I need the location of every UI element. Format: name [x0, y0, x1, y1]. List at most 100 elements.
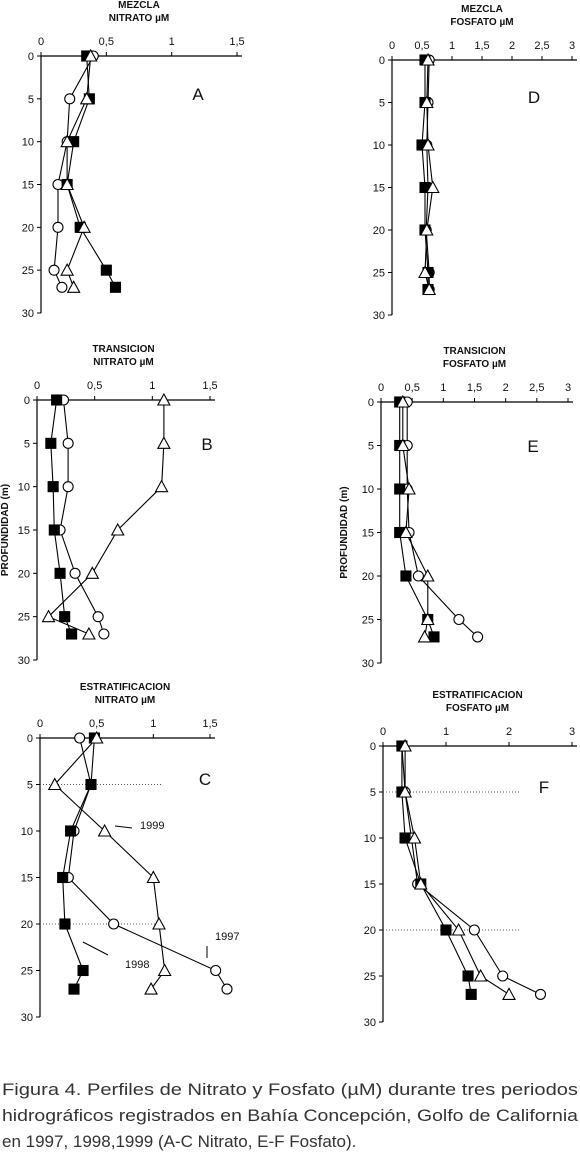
x-tick-label: 1: [443, 726, 449, 738]
marker-square: [66, 628, 78, 640]
marker-circle: [62, 481, 74, 493]
panel-letter: B: [201, 435, 212, 454]
y-tick-label: 20: [364, 925, 376, 937]
panel-title: FOSFATO µM: [446, 703, 509, 714]
marker-triangle: [85, 566, 100, 579]
y-tick-label: 20: [373, 225, 385, 237]
marker-triangle: [421, 52, 435, 66]
marker-square: [400, 570, 412, 582]
marker-triangle: [110, 522, 125, 536]
y-tick-label: 20: [18, 568, 30, 580]
marker-circle: [210, 964, 222, 977]
x-tick-label: 0,5: [99, 36, 114, 48]
x-tick-label: 2: [509, 40, 515, 52]
marker-circle: [98, 628, 110, 640]
profile-line: [53, 737, 166, 990]
x-tick-label: 1,5: [202, 718, 217, 730]
profile-line: [424, 59, 434, 290]
caption-line: en 1997, 1998,1999 (A-C Nitrato, E-F Fos…: [2, 1132, 356, 1151]
marker-circle: [412, 570, 424, 582]
y-tick-label: 5: [370, 787, 376, 799]
x-tick-label: 1,5: [467, 382, 482, 394]
marker-triangle: [41, 609, 56, 623]
y-tick-label: 15: [21, 873, 33, 885]
marker-triangle: [502, 987, 516, 1000]
panel-title: TRANSICION: [443, 346, 505, 357]
marker-triangle: [83, 48, 98, 62]
marker-triangle: [399, 525, 413, 539]
marker-triangle: [422, 282, 437, 296]
marker-circle: [62, 437, 74, 449]
panel-title: MEZCLA: [118, 0, 160, 11]
y-tick-label: 5: [28, 94, 34, 106]
panel-title: NITRATO µM: [95, 695, 155, 706]
profile-line: [401, 746, 472, 995]
marker-triangle: [47, 777, 62, 791]
y-tick-label: 25: [362, 615, 374, 627]
marker-square: [394, 483, 406, 495]
x-tick-label: 0: [380, 726, 386, 738]
y-tick-label: 15: [362, 528, 374, 540]
x-tick-label: 1,5: [202, 380, 217, 392]
y-tick-label: 15: [364, 879, 376, 891]
panel-letter: A: [192, 85, 204, 104]
marker-square: [462, 970, 474, 982]
y-tick-label: 25: [18, 612, 30, 624]
marker-triangle: [66, 280, 81, 293]
y-tick-label: 25: [373, 268, 385, 280]
x-tick-label: 0: [38, 36, 44, 48]
marker-square: [68, 983, 80, 995]
marker-triangle: [79, 91, 94, 105]
marker-triangle: [146, 870, 161, 884]
y-tick-label: 30: [364, 1017, 376, 1029]
x-tick-label: 0: [389, 40, 395, 52]
marker-square: [59, 918, 71, 930]
marker-triangle: [156, 436, 171, 449]
x-tick-label: 2: [506, 726, 512, 738]
y-tick-label: 30: [22, 308, 34, 320]
x-tick-label: 3: [569, 40, 575, 52]
y-tick-label: 10: [364, 833, 376, 845]
y-tick-label: 10: [18, 482, 30, 494]
y-tick-label: 10: [362, 484, 374, 496]
y-tick-label: 0: [24, 395, 30, 407]
marker-triangle: [473, 968, 488, 982]
x-tick-label: 3: [569, 726, 575, 738]
y-tick-label: 0: [379, 55, 385, 67]
marker-triangle: [60, 263, 75, 276]
marker-circle: [108, 918, 120, 930]
marker-circle: [472, 631, 484, 643]
x-tick-label: 2: [503, 382, 509, 394]
y-tick-label: 10: [373, 140, 385, 152]
y-tick-label: 15: [18, 525, 30, 537]
y-axis-label: PROFUNDIDAD (m): [0, 484, 11, 576]
x-tick-label: 0: [37, 718, 43, 730]
annotation: 1999: [140, 820, 164, 832]
panel-title: NITRATO µM: [109, 13, 169, 24]
x-tick-label: 1,5: [474, 40, 489, 52]
x-tick-label: 1: [449, 40, 455, 52]
x-tick-label: 1: [440, 382, 446, 394]
panel-title: ESTRATIFICACION: [432, 690, 522, 701]
marker-square: [77, 964, 89, 977]
panel-letter: F: [539, 778, 549, 797]
marker-square: [465, 988, 477, 1000]
x-tick-label: 0,5: [89, 718, 104, 730]
marker-square: [54, 567, 66, 579]
y-tick-label: 30: [18, 655, 30, 667]
y-tick-label: 5: [24, 438, 30, 450]
y-tick-label: 5: [379, 98, 385, 110]
marker-circle: [74, 732, 86, 744]
marker-triangle: [60, 134, 75, 148]
panel-title: FOSFATO µM: [443, 359, 506, 370]
marker-triangle: [419, 222, 434, 236]
x-tick-label: 1,5: [229, 36, 244, 48]
marker-circle: [52, 221, 64, 233]
x-tick-label: 0,5: [405, 382, 420, 394]
marker-triangle: [420, 612, 435, 626]
marker-square: [47, 481, 59, 493]
x-tick-label: 2,5: [529, 382, 544, 394]
caption-line: Figura 4. Perfiles de Nitrato y Fosfato …: [2, 1080, 578, 1099]
marker-triangle: [407, 830, 422, 844]
y-tick-label: 30: [21, 1012, 33, 1024]
